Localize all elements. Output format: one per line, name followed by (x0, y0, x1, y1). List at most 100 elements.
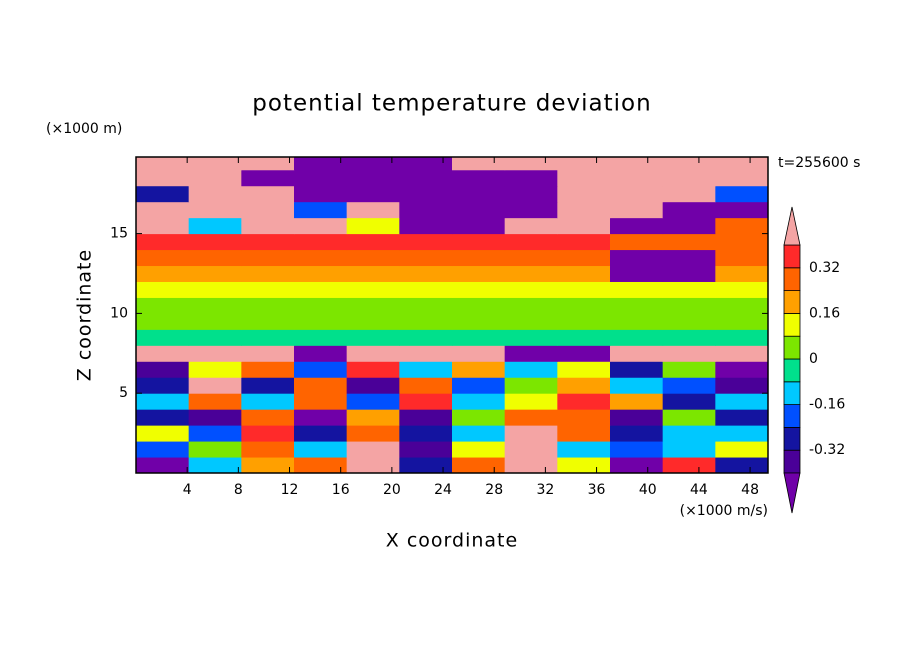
colorbar-box (783, 267, 801, 291)
field-cell (346, 249, 400, 267)
field-cell (662, 377, 716, 394)
field-cell (557, 157, 611, 171)
field-cell (610, 345, 664, 362)
field-cell (399, 249, 453, 267)
field-cell (136, 281, 190, 298)
field-cell (662, 457, 716, 474)
field-cell (294, 169, 348, 187)
field-cell (557, 425, 611, 442)
field-cell (557, 201, 611, 219)
field-cell (241, 233, 295, 251)
field-cell (662, 185, 716, 203)
field-cell (504, 345, 558, 362)
field-cell (188, 157, 242, 171)
field-cell (241, 393, 295, 410)
annotation: t=255600 s (778, 155, 860, 171)
field-cell (452, 425, 506, 442)
field-cell (188, 217, 242, 235)
y-tick-label: 15 (110, 226, 128, 242)
field-cell (136, 201, 190, 219)
field-cell (610, 249, 664, 267)
field-cell (399, 409, 453, 426)
field-cell (452, 377, 506, 394)
field-cell (294, 377, 348, 394)
field-cell (399, 345, 453, 362)
field-cell (241, 425, 295, 442)
field-cell (188, 425, 242, 442)
field-cell (610, 297, 664, 314)
field-cell (294, 185, 348, 203)
field-cell (452, 297, 506, 314)
field-cell (136, 377, 190, 394)
field-cell (294, 441, 348, 458)
field-cell (715, 345, 769, 362)
field-cell (557, 233, 611, 251)
field-cell (346, 157, 400, 171)
field-cell (241, 361, 295, 378)
field-cell (346, 393, 400, 410)
field-cell (610, 457, 664, 474)
field-cell (662, 233, 716, 251)
field-cell (136, 457, 190, 474)
field-cell (241, 409, 295, 426)
field-cell (504, 313, 558, 330)
field-cell (399, 361, 453, 378)
field-cell (346, 265, 400, 282)
field-cell (610, 361, 664, 378)
field-cell (188, 361, 242, 378)
field-cell (399, 441, 453, 458)
field-cell (346, 201, 400, 219)
x-tick-label: 28 (485, 482, 503, 498)
field-cell (136, 157, 190, 171)
field-cell (504, 249, 558, 267)
field-cell (188, 345, 242, 362)
field-cell (136, 217, 190, 235)
field-cell (557, 281, 611, 298)
field-cell (504, 409, 558, 426)
field-cell (188, 409, 242, 426)
x-unit: (×1000 m/s) (680, 503, 768, 519)
x-tick-label: 20 (383, 482, 401, 498)
field-cell (610, 157, 664, 171)
colorbar-box (783, 358, 801, 383)
field-cell (136, 185, 190, 203)
colorbar-box (783, 426, 801, 451)
field-cell (557, 313, 611, 330)
field-cell (399, 281, 453, 298)
x-tick-label: 8 (234, 482, 243, 498)
field-cell (399, 329, 453, 346)
y-unit: (×1000 m) (46, 121, 122, 137)
field-cell (136, 249, 190, 267)
field-cell (557, 249, 611, 267)
field-cell (346, 345, 400, 362)
field-cell (557, 345, 611, 362)
field-cell (504, 393, 558, 410)
field-cell (610, 265, 664, 282)
field-cell (662, 157, 716, 171)
field-cell (136, 361, 190, 378)
x-tick-label: 40 (639, 482, 657, 498)
field-cell (346, 185, 400, 203)
field-cell (557, 377, 611, 394)
field-cell (715, 457, 769, 474)
field-cell (504, 441, 558, 458)
field-cell (452, 393, 506, 410)
field-cell (715, 157, 769, 171)
field-cell (294, 157, 348, 171)
field-cell (452, 249, 506, 267)
field-cell (610, 313, 664, 330)
field-cell (188, 169, 242, 187)
field-cell (452, 157, 506, 171)
field-cell (188, 377, 242, 394)
field-cell (610, 217, 664, 235)
field-cell (610, 281, 664, 298)
field-cell (399, 297, 453, 314)
field-cell (294, 409, 348, 426)
y-tick-label: 10 (110, 305, 128, 321)
field-cell (662, 169, 716, 187)
field-cell (452, 313, 506, 330)
field-cell (504, 201, 558, 219)
x-tick-label: 36 (588, 482, 606, 498)
x-tick-label: 16 (332, 482, 350, 498)
field-cell (188, 249, 242, 267)
